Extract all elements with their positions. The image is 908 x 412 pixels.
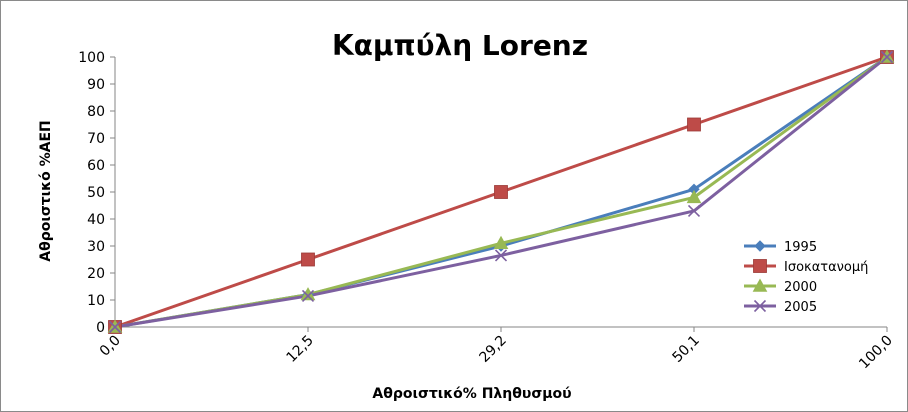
data-point-series-1 bbox=[301, 252, 315, 267]
y-tick-label: 40 bbox=[87, 212, 105, 228]
data-point-series-2 bbox=[300, 287, 316, 301]
legend-marker bbox=[753, 259, 767, 273]
y-tick-label: 100 bbox=[78, 50, 105, 66]
y-tick-label: 60 bbox=[87, 158, 105, 174]
chart-title: Καμπύλη Lorenz bbox=[332, 29, 588, 62]
data-point-series-3 bbox=[301, 289, 315, 303]
data-point-series-2 bbox=[493, 235, 509, 249]
legend-marker bbox=[754, 240, 766, 252]
data-point-series-3 bbox=[494, 249, 508, 262]
y-tick-label: 20 bbox=[87, 266, 105, 282]
y-tick-label: 10 bbox=[87, 293, 105, 309]
x-tick-label: 12,5 bbox=[283, 333, 316, 366]
legend-marker bbox=[753, 299, 767, 313]
x-tick-label: 0,0 bbox=[97, 333, 124, 360]
x-tick-label: 50,1 bbox=[669, 333, 702, 366]
data-point-series-3 bbox=[687, 204, 701, 217]
legend-marker bbox=[752, 278, 768, 292]
y-tick-label: 70 bbox=[87, 131, 105, 147]
legend-label: 1995 bbox=[784, 240, 817, 255]
data-point-series-1 bbox=[687, 117, 701, 132]
data-point-series-1 bbox=[494, 185, 508, 199]
legend-label: 2005 bbox=[784, 300, 817, 315]
x-tick-label: 100,0 bbox=[856, 333, 896, 373]
x-tick-label: 29,2 bbox=[476, 333, 509, 366]
legend-label: 2000 bbox=[784, 280, 817, 295]
data-point-series-3 bbox=[880, 50, 894, 64]
y-tick-label: 80 bbox=[87, 104, 105, 120]
x-axis-label: Αθροιστικό% Πληθυσμού bbox=[372, 386, 571, 402]
legend-label: Ισοκατανομή bbox=[784, 260, 868, 275]
data-point-series-2 bbox=[686, 189, 702, 204]
y-tick-label: 0 bbox=[96, 320, 105, 336]
y-axis-label: Αθροιστικό %ΑΕΠ bbox=[38, 120, 54, 261]
y-tick-label: 50 bbox=[87, 185, 105, 201]
data-point-series-3 bbox=[108, 320, 122, 334]
y-tick-label: 90 bbox=[87, 77, 105, 93]
y-tick-label: 30 bbox=[87, 239, 105, 255]
